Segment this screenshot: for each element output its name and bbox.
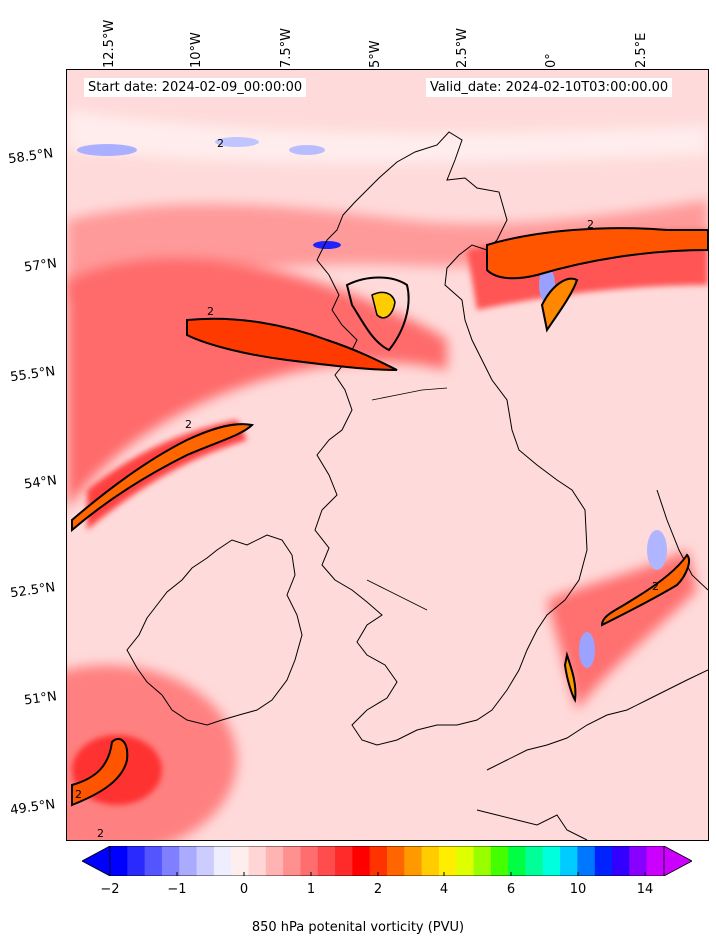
colorbar-swatch (317, 846, 336, 876)
lat-label-58.5n: 58.5°N (7, 146, 55, 168)
colorbar-swatch (542, 846, 561, 876)
coastline-continent (656, 489, 708, 591)
colorbar-swatch (265, 846, 284, 876)
colorbar-swatch (508, 846, 526, 876)
contour-label: 2 (185, 418, 192, 431)
lon-label-7.5w: 7.5°W (279, 27, 294, 68)
colorbar-swatch (456, 846, 475, 876)
colorbar-tick-label: −1 (167, 882, 187, 897)
colorbar-label: 850 hPa potenital vorticity (PVU) (251, 920, 465, 935)
lon-label-0: 0° (544, 53, 559, 68)
lon-label-2.5e: 2.5°E (634, 32, 649, 68)
colorbar-frame (109, 846, 665, 876)
pv-negative-spot (579, 632, 595, 668)
colorbar-swatch (335, 846, 353, 876)
colorbar-swatch (179, 846, 198, 876)
lon-label-12.5w: 12.5°W (102, 19, 117, 68)
colorbar-swatch (283, 846, 301, 876)
lon-label-5w: 5°W (368, 40, 383, 68)
colorbar-swatch (196, 846, 215, 876)
pv-contour-2 (71, 738, 129, 807)
colorbar-swatch (110, 846, 128, 876)
lat-label-57n: 57°N (23, 256, 58, 276)
colorbar-swatch (248, 846, 267, 876)
colorbar-swatch (525, 846, 544, 876)
colorbar (82, 846, 692, 876)
pv-streak-north (67, 110, 708, 165)
contour-label: 2 (75, 788, 82, 801)
contour-label: 2 (97, 827, 104, 840)
colorbar-swatch (231, 846, 249, 876)
colorbar-tick-label: 4 (439, 882, 449, 897)
pv-negative-spot (313, 241, 341, 249)
pv-band-north (67, 200, 708, 300)
start-date-label: Start date: 2024-02-09_00:00:00 (84, 78, 307, 97)
colorbar-swatch (404, 846, 423, 876)
pv-contour-2 (600, 553, 690, 627)
map-panel[interactable]: 2 2 2 2 2 2 2 (66, 69, 709, 841)
colorbar-swatch (213, 846, 232, 876)
coastline-brittany (476, 809, 588, 840)
colorbar-tick-label: 0 (239, 882, 249, 897)
colorbar-swatch (127, 846, 146, 876)
contour-label: 2 (207, 305, 214, 318)
valid-date-label: Valid_date: 2024-02-10T03:00:00.00 (426, 78, 673, 97)
colorbar-swatch (577, 846, 596, 876)
pv-contour-2 (486, 227, 708, 280)
colorbar-swatch (646, 846, 665, 876)
contour-label: 2 (217, 137, 224, 150)
coastline-ireland (126, 534, 303, 726)
pv-band-west (67, 258, 447, 510)
colorbar-swatch (161, 846, 180, 876)
border-scotland (371, 387, 448, 401)
lat-label-51n: 51°N (23, 689, 58, 709)
border-wales (366, 579, 428, 611)
colorbar-extend-max (663, 846, 692, 876)
colorbar-tick-label: 6 (506, 882, 516, 897)
lat-label-52.5n: 52.5°N (9, 580, 57, 602)
colorbar-swatch (144, 846, 163, 876)
pv-contour-2 (345, 276, 410, 352)
pv-field-map: 2 2 2 2 2 2 2 (67, 70, 708, 840)
colorbar-tick-label: 2 (373, 882, 383, 897)
coastline-france (486, 669, 708, 771)
lat-label-49.5n: 49.5°N (9, 797, 57, 819)
colorbar-swatch (594, 846, 613, 876)
colorbar-swatch (629, 846, 648, 876)
colorbar-tick-label: 14 (636, 882, 654, 897)
pv-contour-2 (563, 651, 577, 703)
pv-negative-spot (215, 137, 259, 147)
colorbar-swatch (490, 846, 509, 876)
colorbar-swatch (352, 846, 371, 876)
pv-contour-2 (186, 317, 398, 371)
pv-negative-spot (289, 145, 325, 155)
colorbar-swatch (369, 846, 388, 876)
colorbar-tick-label: 1 (306, 882, 316, 897)
contour-label: 2 (652, 580, 659, 593)
colorbar-swatch (300, 846, 319, 876)
lon-label-10w: 10°W (189, 32, 204, 68)
coastline-great-britain (314, 131, 588, 746)
pv-contour-2 (371, 291, 396, 319)
colorbar-swatch (612, 846, 630, 876)
pv-negative-spot (77, 144, 137, 156)
colorbar-tick-label: −2 (100, 882, 120, 897)
colorbar-swatch (421, 846, 440, 876)
colorbar-extend-min (82, 846, 111, 876)
pv-negative-spot (647, 530, 667, 570)
colorbar-tick-label: 10 (569, 882, 587, 897)
colorbar-swatch (560, 846, 578, 876)
contour-label: 2 (587, 218, 594, 231)
colorbar-swatch (387, 846, 405, 876)
lon-label-2.5w: 2.5°W (455, 27, 470, 68)
pv-contour-2 (71, 423, 255, 533)
lat-label-54n: 54°N (23, 473, 58, 493)
colorbar-swatch (438, 846, 457, 876)
lat-label-55.5n: 55.5°N (9, 364, 57, 386)
pv-contour-2 (540, 277, 579, 333)
colorbar-swatch (473, 846, 492, 876)
